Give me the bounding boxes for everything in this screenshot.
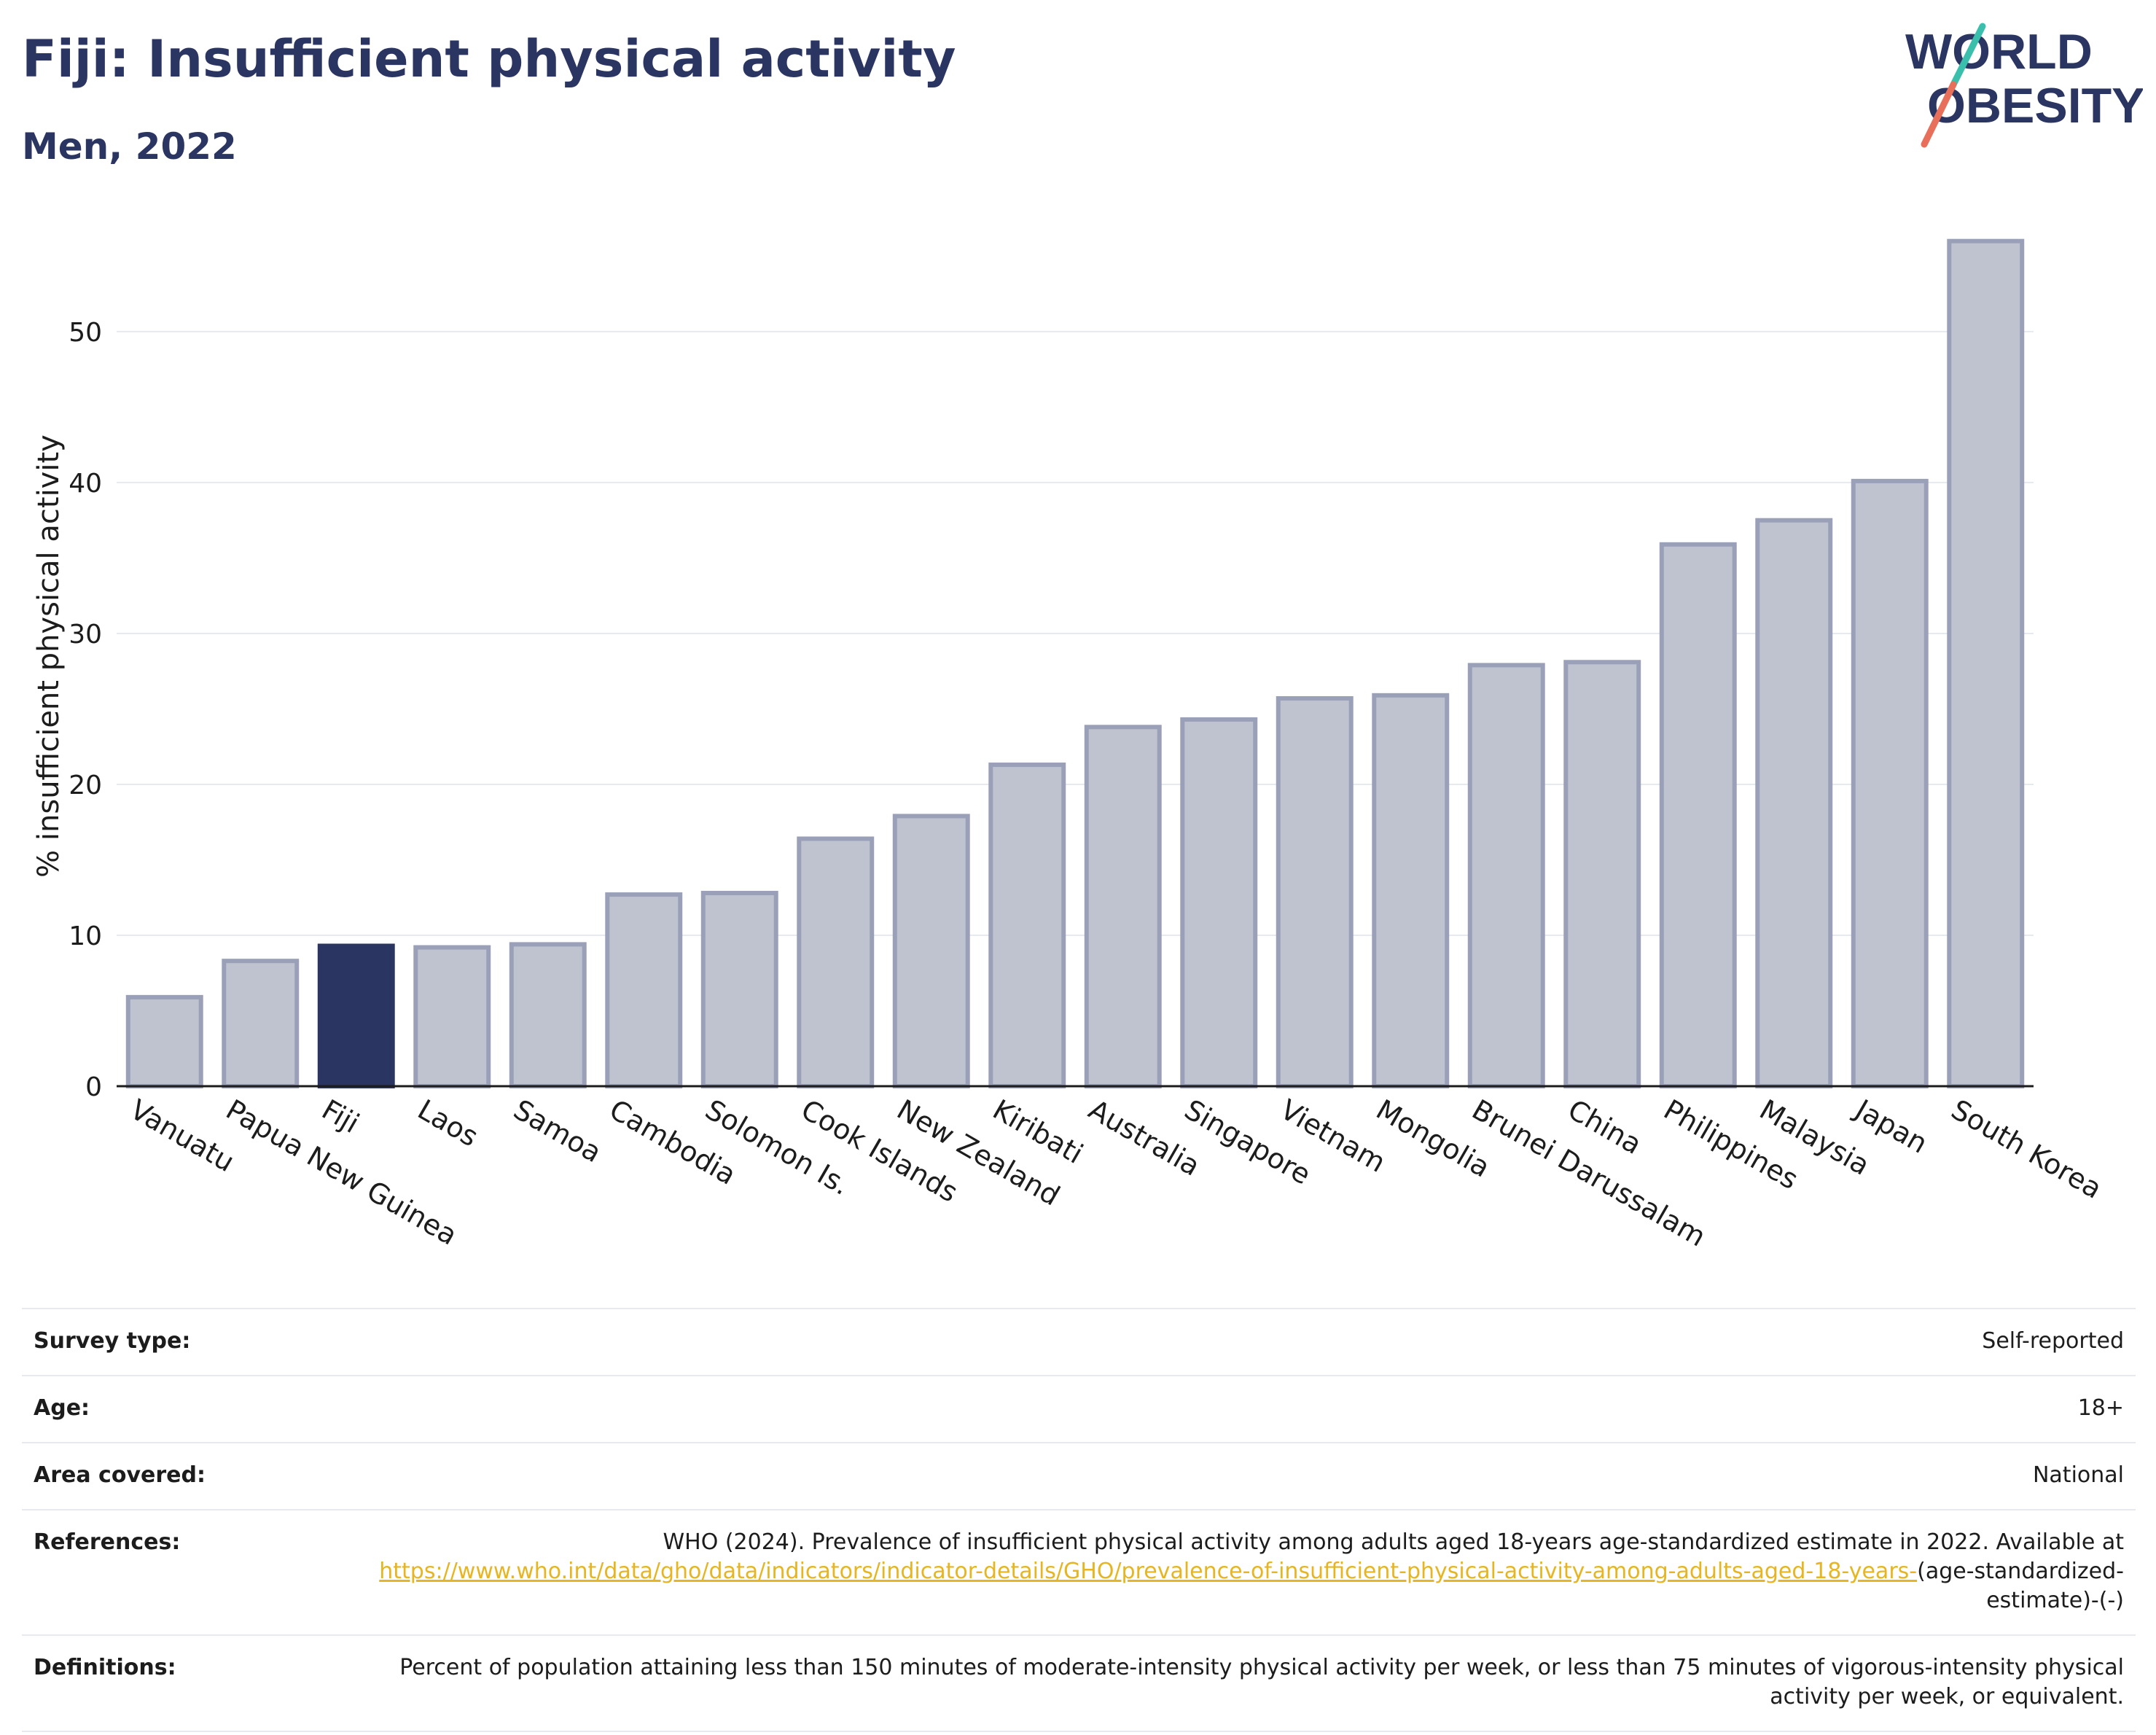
bar-vanuatu [125,994,203,1088]
y-tick-label: 30 [69,620,102,650]
bar-samoa [509,942,587,1089]
bar-brunei-darussalam [1467,663,1545,1088]
x-tick-label: Fiji [316,1093,364,1139]
definitions-value: Percent of population attaining less tha… [399,1655,2124,1709]
y-tick-label: 10 [69,921,102,951]
world-obesity-logo: WORLD OBESITY [1905,23,2143,148]
bar-singapore [1180,717,1258,1089]
bar-mongolia [1372,693,1450,1088]
bar-solomon-is- [700,891,778,1089]
bar-new-zealand [892,814,970,1088]
x-tick-label: New Zealand [891,1093,1065,1212]
references-label: References: [34,1529,181,1555]
definitions-row: Definitions: Percent of population attai… [22,1634,2136,1732]
logo-slash-bottom [1921,81,1957,148]
bar-south-korea [1947,238,2025,1088]
survey-type-row: Survey type: Self-reported [22,1308,2136,1375]
survey-type-value: Self-reported [1982,1328,2124,1354]
survey-type-label: Survey type: [34,1328,191,1354]
definitions-label: Definitions: [34,1655,176,1680]
area-label: Area covered: [34,1462,206,1488]
x-tick-label: Laos [413,1093,484,1153]
y-tick-label: 0 [85,1072,102,1102]
age-label: Age: [34,1395,90,1421]
x-tick-label: Samoa [508,1093,606,1169]
bar-cambodia [605,892,683,1089]
info-table: Survey type: Self-reported Age: 18+ Area… [22,1308,2136,1732]
age-row: Age: 18+ [22,1375,2136,1442]
page-subtitle: Men, 2022 [22,125,237,168]
bar-japan [1851,478,1929,1088]
bar-china [1563,660,1641,1088]
y-axis-label: % insufficient physical activity [32,434,66,878]
logo-line1: WORLD [1905,24,2093,79]
y-tick-label: 40 [69,469,102,499]
references-value: WHO (2024). Prevalence of insufficient p… [340,1528,2124,1615]
bar-vietnam [1276,695,1354,1088]
references-row: References: WHO (2024). Prevalence of in… [22,1509,2136,1634]
area-row: Area covered: National [22,1442,2136,1509]
bar-fiji [317,943,395,1088]
page-title: Fiji: Insufficient physical activity [22,29,956,89]
bar-philippines [1659,542,1737,1088]
bar-australia [1084,725,1162,1088]
bar-laos [413,945,491,1088]
area-value: National [2032,1462,2124,1488]
logo-slash-top [1950,23,1986,88]
x-tick-label: South Korea [1946,1093,2107,1205]
x-tick-label: Vanuatu [125,1093,240,1178]
logo-line2: OBESITY [1927,78,2143,133]
references-link[interactable]: https://www.who.int/data/gho/data/indica… [379,1559,1918,1584]
bar-malaysia [1755,518,1833,1088]
references-text: WHO (2024). Prevalence of insufficient p… [663,1529,2124,1555]
age-value: 18+ [2077,1395,2124,1421]
references-suffix: (age-standardized-estimate)-(-) [1917,1559,2124,1613]
bar-chart: 0 10 20 30 40 50 % insufficient physical activ… [32,238,2107,1253]
y-tick-label: 20 [69,771,102,800]
y-tick-label: 50 [69,318,102,348]
bar-cook-islands [797,836,875,1088]
bar-kiribati [988,763,1066,1088]
bar-papua-new-guinea [222,959,300,1088]
